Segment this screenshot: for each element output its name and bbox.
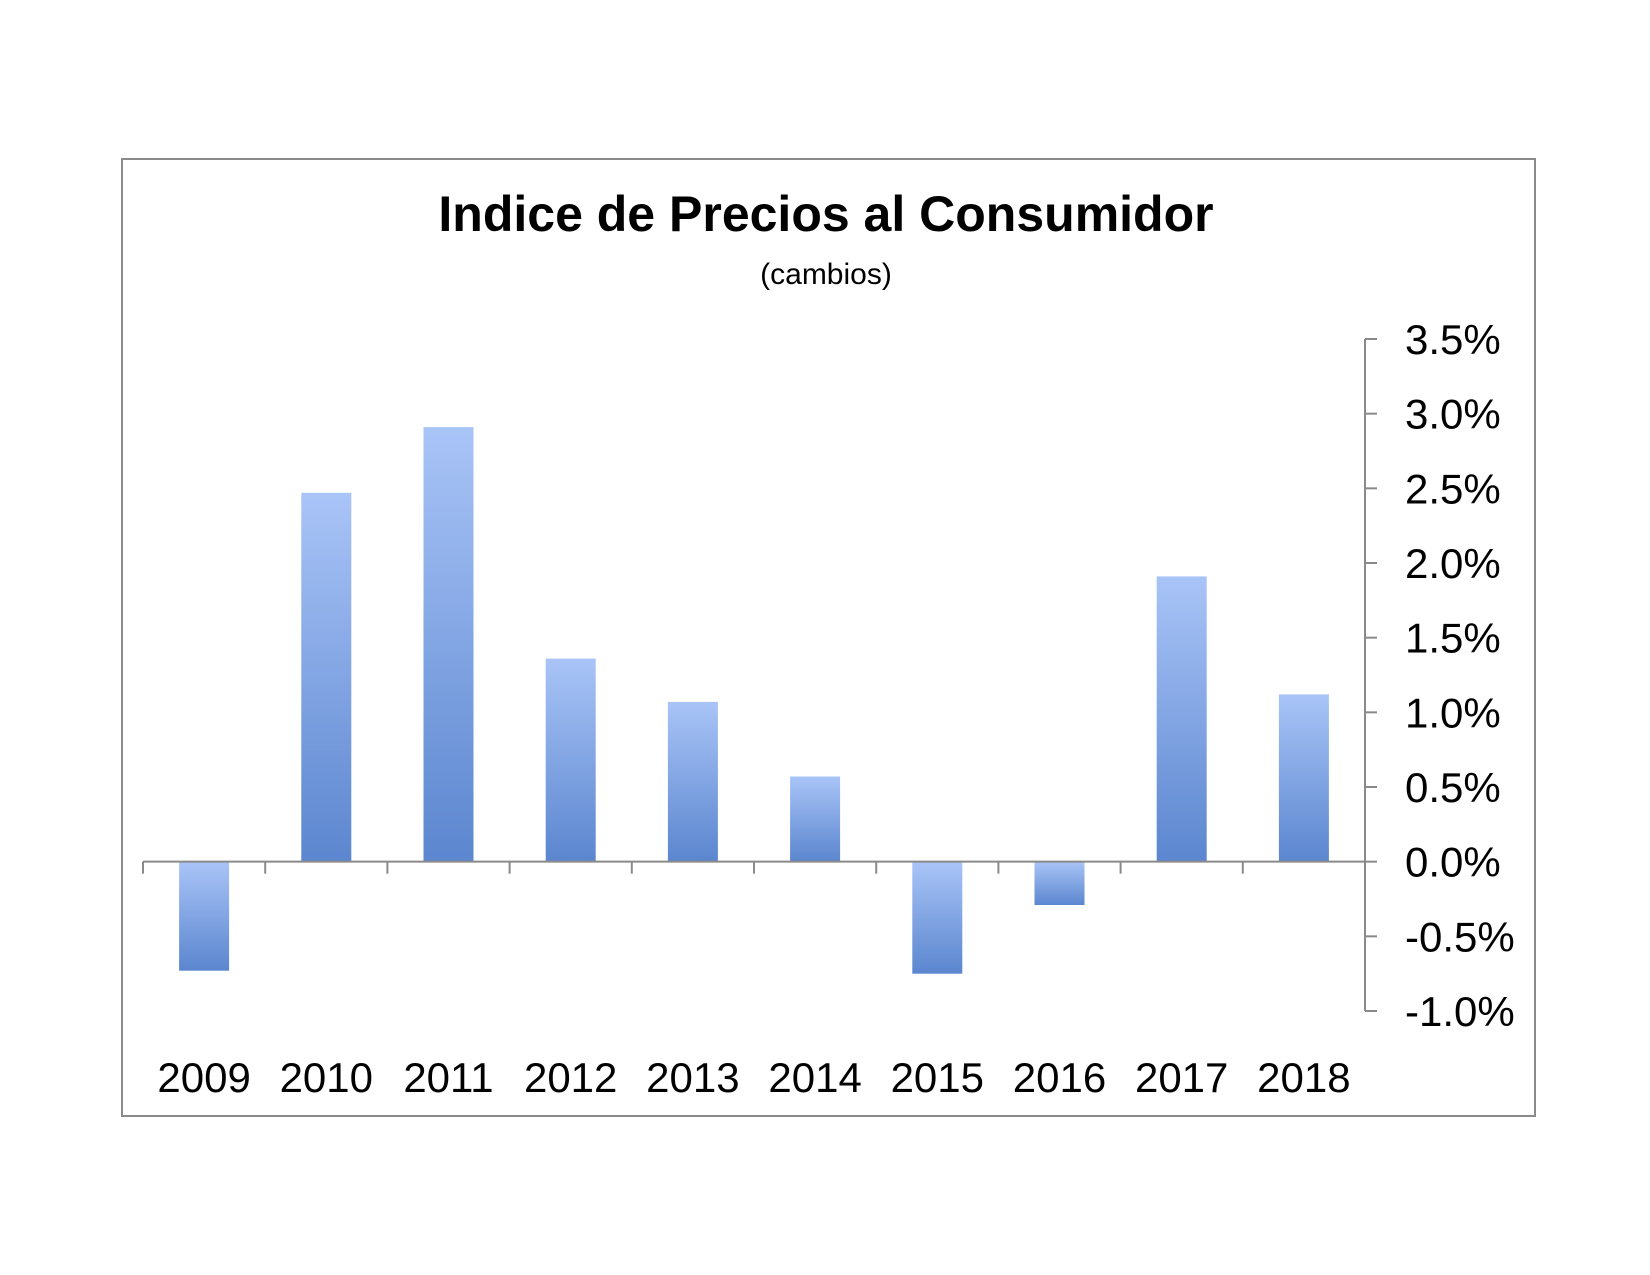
y-tick-label: 2.0% bbox=[1405, 540, 1501, 587]
chart-subtitle: (cambios) bbox=[760, 258, 892, 291]
x-tick-label: 2017 bbox=[1135, 1054, 1228, 1101]
x-tick-label: 2010 bbox=[280, 1054, 373, 1101]
bars-group bbox=[179, 427, 1329, 974]
x-tick-label: 2014 bbox=[768, 1054, 861, 1101]
chart-border bbox=[121, 158, 1536, 1117]
y-tick-label: 3.0% bbox=[1405, 391, 1501, 438]
y-tick-label: -1.0% bbox=[1405, 988, 1515, 1035]
y-tick-label: -0.5% bbox=[1405, 913, 1515, 960]
y-tick-label: 0.0% bbox=[1405, 839, 1501, 886]
bar-2017 bbox=[1156, 576, 1207, 862]
bar-2009 bbox=[179, 861, 230, 971]
x-tick-label: 2011 bbox=[403, 1054, 493, 1101]
bar-2014 bbox=[790, 776, 841, 862]
bar-2010 bbox=[301, 492, 352, 862]
y-tick-label: 0.5% bbox=[1405, 764, 1501, 811]
y-tick-label: 1.0% bbox=[1405, 689, 1501, 736]
x-tick-label: 2015 bbox=[891, 1054, 984, 1101]
chart-title: Indice de Precios al Consumidor bbox=[438, 186, 1213, 242]
bar-2012 bbox=[545, 658, 596, 862]
bar-2018 bbox=[1278, 694, 1329, 862]
x-tick-label: 2016 bbox=[1013, 1054, 1106, 1101]
bar-2015 bbox=[912, 861, 963, 974]
y-tick-label: 1.5% bbox=[1405, 615, 1501, 662]
x-tick-label: 2009 bbox=[157, 1054, 250, 1101]
y-tick-label: 2.5% bbox=[1405, 465, 1501, 512]
x-tick-label: 2012 bbox=[524, 1054, 617, 1101]
y-axis: 3.5% 3.0% 2.5% 2.0% 1.5% 1.0% 0.5% 0.0% -0.5% -1.… bbox=[1364, 316, 1515, 1035]
bar-2011 bbox=[423, 427, 474, 862]
x-tick-label: 2013 bbox=[646, 1054, 739, 1101]
x-tick-label: 2018 bbox=[1257, 1054, 1350, 1101]
x-tick-labels: 2009 2010 2011 2012 2013 2014 2015 2016 2017 2018 bbox=[157, 1054, 1350, 1101]
bar-2013 bbox=[667, 701, 718, 862]
y-tick-label: 3.5% bbox=[1405, 316, 1501, 363]
bar-2016 bbox=[1034, 861, 1085, 905]
